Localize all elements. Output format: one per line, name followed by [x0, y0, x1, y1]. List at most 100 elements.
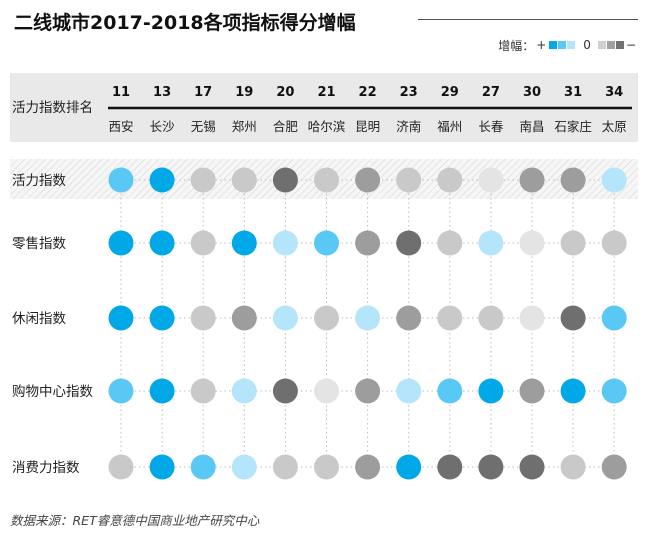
- heat-cell: [478, 230, 504, 256]
- heat-cell: [560, 454, 586, 480]
- heat-cell: [231, 230, 257, 256]
- heat-cell: [519, 378, 545, 404]
- city-label: 西安: [108, 119, 133, 134]
- rank-label: 27: [482, 85, 500, 100]
- legend-zero: 0: [583, 38, 591, 52]
- heat-cell: [601, 378, 627, 404]
- rank-label: 31: [564, 85, 582, 100]
- heat-cell: [272, 378, 298, 404]
- heat-cell: [601, 305, 627, 331]
- heat-cell: [149, 305, 175, 331]
- heat-cell: [519, 305, 545, 331]
- rank-label: 19: [235, 85, 253, 100]
- city-label: 太原: [602, 119, 627, 134]
- heat-cell: [149, 378, 175, 404]
- legend: 增幅： + 0 −: [498, 37, 638, 53]
- row-label: 休闲指数: [12, 311, 66, 327]
- source-note: 数据来源：RET睿意德中国商业地产研究中心: [10, 513, 260, 528]
- heat-cell: [314, 378, 339, 404]
- city-label: 郑州: [232, 119, 257, 134]
- heat-cell: [190, 230, 216, 256]
- heat-cell: [437, 230, 463, 256]
- heat-cell: [478, 305, 504, 331]
- heat-cell: [108, 230, 134, 256]
- heat-cell: [396, 230, 422, 256]
- heat-cell: [314, 167, 339, 193]
- heat-cell: [108, 378, 134, 404]
- heat-cell: [272, 305, 298, 331]
- heat-cell: [396, 454, 422, 480]
- heat-cell: [601, 230, 627, 256]
- heat-cell: [478, 378, 504, 404]
- heat-cell: [560, 378, 586, 404]
- heat-cell: [231, 378, 257, 404]
- rank-label: 34: [605, 85, 623, 100]
- rank-label: 11: [112, 85, 130, 100]
- heat-cell: [437, 167, 463, 193]
- rank-label: 20: [276, 85, 294, 100]
- heat-cell: [314, 305, 339, 331]
- heat-cell: [231, 454, 257, 480]
- heat-cell: [437, 305, 463, 331]
- heat-cell: [355, 454, 381, 480]
- legend-label: 增幅：: [498, 38, 535, 53]
- title-rule: [418, 19, 638, 20]
- rank-label: 29: [441, 85, 459, 100]
- heat-cell: [149, 167, 175, 193]
- legend-swatch-pos-1: [549, 41, 558, 49]
- legend-swatch-pos-2: [558, 41, 567, 49]
- heat-cell: [272, 167, 298, 193]
- chart-title: 二线城市2017-2018各项指标得分增幅: [14, 12, 356, 34]
- city-label: 哈尔滨: [308, 119, 346, 134]
- legend-minus: −: [625, 38, 636, 52]
- rank-label: 23: [400, 85, 418, 100]
- city-label: 昆明: [355, 119, 380, 134]
- heat-cell: [355, 167, 381, 193]
- row-label: 零售指数: [12, 236, 66, 252]
- heat-cell: [108, 167, 134, 193]
- row-label: 活力指数: [12, 173, 66, 189]
- city-label: 石家庄: [554, 119, 592, 134]
- rank-label: 22: [359, 85, 377, 100]
- heat-cell: [396, 378, 422, 404]
- rank-label: 21: [317, 85, 335, 100]
- heat-cell: [519, 454, 545, 480]
- city-label: 南昌: [519, 119, 544, 134]
- heat-cell: [108, 305, 134, 331]
- heat-cell: [355, 378, 381, 404]
- heat-cell: [560, 230, 586, 256]
- heat-cell: [190, 454, 216, 480]
- rank-label: 30: [523, 85, 541, 100]
- city-label: 合肥: [273, 119, 299, 134]
- legend-swatch-neg-1: [597, 41, 606, 49]
- heat-cell: [478, 454, 504, 480]
- rank-label: 17: [194, 85, 212, 100]
- heat-cell: [190, 378, 216, 404]
- row-label: 消费力指数: [12, 460, 80, 476]
- legend-swatch-pos-3: [567, 41, 576, 49]
- heat-cell: [272, 230, 298, 256]
- heat-cell: [601, 454, 627, 480]
- heat-cell: [601, 167, 627, 193]
- heat-cell: [231, 167, 257, 193]
- heat-cell: [355, 230, 381, 256]
- heat-cell: [190, 167, 216, 193]
- rank-label: 13: [153, 85, 171, 100]
- heat-cell: [190, 305, 216, 331]
- city-label: 福州: [437, 119, 462, 134]
- heat-cell: [355, 305, 381, 331]
- heat-cell: [314, 230, 339, 256]
- city-label: 无锡: [191, 119, 216, 134]
- heat-cell: [396, 305, 422, 331]
- legend-swatch-neg-2: [606, 41, 615, 49]
- heat-cell: [560, 305, 586, 331]
- heat-cell: [437, 454, 463, 480]
- heat-cell: [108, 454, 134, 480]
- city-label: 济南: [396, 119, 421, 134]
- heat-cell: [149, 230, 175, 256]
- heat-cell: [272, 454, 298, 480]
- row-header-label: 活力指数排名: [12, 100, 93, 116]
- row-label: 购物中心指数: [12, 384, 93, 400]
- heat-cell: [437, 378, 463, 404]
